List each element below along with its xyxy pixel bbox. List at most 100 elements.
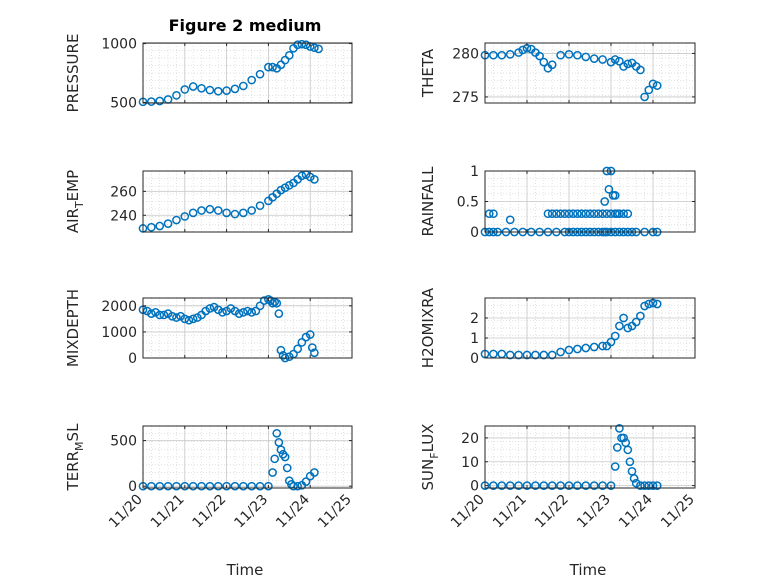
y-tick-label: 10	[461, 455, 479, 471]
data-point	[188, 82, 198, 91]
data-point	[259, 296, 269, 305]
y-axis-label: THETA	[419, 48, 437, 98]
data-point	[282, 463, 292, 473]
data-point	[289, 481, 298, 491]
data-point	[197, 481, 206, 491]
data-point	[276, 345, 286, 355]
data-point	[147, 309, 156, 319]
data-point	[589, 54, 599, 64]
data-point	[531, 350, 540, 360]
y-tick-label: 0	[470, 351, 479, 367]
data-point	[238, 208, 248, 218]
data-point	[247, 206, 257, 215]
data-point	[234, 309, 244, 319]
x-axis-label-left: Time	[226, 561, 264, 579]
data-point	[205, 304, 215, 313]
data-point	[539, 350, 549, 360]
data-point	[606, 481, 616, 490]
data-point	[270, 454, 280, 464]
subplot-rainfall: 0 0.5 1 RAINFALL	[419, 164, 696, 241]
data-point	[230, 481, 240, 491]
y-tick-label: 0.5	[457, 195, 479, 211]
data-point	[172, 313, 181, 322]
data-point	[247, 481, 257, 491]
data-point	[280, 183, 290, 193]
data-point	[514, 481, 523, 490]
axes-box	[142, 425, 353, 489]
data-point	[172, 91, 181, 100]
data-point	[243, 306, 252, 316]
data-point	[610, 462, 620, 471]
data-point	[615, 56, 624, 66]
data-point	[293, 481, 303, 491]
data-point	[218, 307, 227, 317]
series-points	[480, 43, 662, 102]
data-point	[301, 477, 311, 486]
data-point	[619, 433, 628, 443]
y-tick-label: 0	[128, 351, 137, 367]
data-point	[180, 481, 190, 491]
data-point	[251, 306, 261, 316]
data-point	[564, 49, 574, 59]
y-tick-label: 500	[110, 95, 137, 111]
data-point	[623, 209, 633, 219]
y-tick-label: 20	[461, 431, 479, 447]
y-tick-label: 0	[128, 479, 137, 495]
data-point	[310, 468, 319, 477]
data-point	[497, 50, 507, 60]
data-point	[543, 209, 553, 219]
data-point	[573, 344, 582, 354]
series-points	[138, 428, 319, 491]
data-point	[581, 52, 591, 62]
data-point	[489, 209, 498, 219]
data-point	[577, 209, 586, 219]
data-point	[589, 481, 599, 490]
axes-box	[142, 42, 353, 104]
data-point	[636, 65, 645, 75]
data-point	[205, 85, 215, 95]
data-point	[147, 481, 156, 491]
data-point	[180, 85, 190, 94]
data-point	[568, 209, 578, 219]
y-axis-label: TERRMSL	[64, 423, 86, 492]
y-tick-label: 1000	[101, 37, 137, 53]
data-point	[264, 481, 273, 491]
data-point	[238, 81, 248, 91]
data-point	[213, 481, 223, 491]
data-point	[297, 337, 307, 347]
data-point	[619, 209, 628, 219]
data-point	[159, 310, 169, 320]
data-point	[598, 55, 607, 64]
data-point	[581, 481, 591, 490]
data-point	[564, 209, 574, 219]
y-tick-label: 275	[452, 90, 479, 106]
data-point	[163, 219, 173, 228]
y-tick-label: 1	[470, 331, 479, 347]
data-point	[310, 175, 319, 184]
series-points	[480, 298, 662, 360]
y-tick-label: 0	[470, 225, 479, 241]
y-axis-label: H2OMIXRA	[419, 287, 437, 368]
axes-box	[142, 297, 353, 359]
data-point	[608, 191, 618, 200]
data-point	[547, 481, 557, 490]
data-point	[648, 79, 658, 89]
data-point	[539, 57, 549, 67]
data-point	[552, 209, 561, 219]
data-point	[155, 96, 165, 106]
data-point	[310, 43, 319, 53]
data-point	[188, 481, 198, 491]
data-point	[213, 86, 223, 96]
y-axis-label: RAINFALL	[419, 166, 437, 237]
data-point	[615, 321, 624, 331]
data-point	[280, 452, 290, 462]
data-point	[188, 314, 198, 324]
y-axis-label: SUNFLUX	[419, 424, 441, 491]
data-point	[644, 481, 654, 490]
data-point	[652, 481, 662, 490]
data-point	[556, 347, 565, 357]
data-point	[188, 208, 198, 218]
data-point	[547, 209, 557, 219]
data-point	[652, 81, 662, 90]
